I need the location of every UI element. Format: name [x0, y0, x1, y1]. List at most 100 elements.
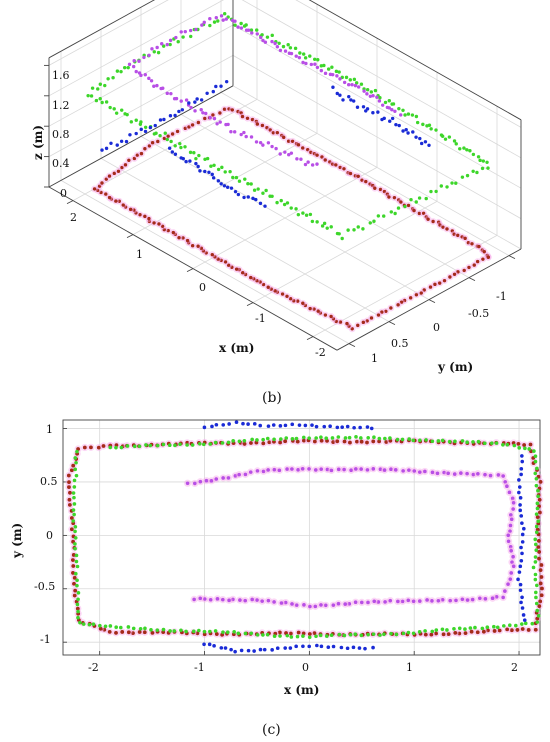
data-point: [207, 170, 211, 175]
data-point: [537, 604, 542, 609]
data-point: [229, 129, 233, 134]
data-point: [452, 139, 457, 143]
data-point: [456, 270, 460, 274]
data-point: [118, 625, 123, 630]
data-point: [270, 648, 274, 652]
data-point: [537, 510, 542, 515]
data-point: [441, 632, 446, 637]
data-point: [279, 198, 283, 203]
data-point: [173, 144, 177, 148]
chart-2d: -2 -1 0 1 2 x (m) 1 0.5 0 -0.5 -1 y (m): [10, 419, 546, 697]
data-point: [354, 81, 359, 85]
chart-2d-grid: [62, 419, 541, 656]
data-point: [249, 275, 253, 280]
data-point: [519, 600, 523, 605]
data-point: [137, 59, 141, 63]
data-point: [399, 300, 404, 304]
data-point: [366, 632, 370, 637]
data-point: [315, 65, 320, 70]
grid-line: [232, 24, 522, 189]
data-point: [271, 423, 276, 427]
x-tick-label: 2: [511, 661, 518, 674]
data-point: [471, 440, 475, 444]
data-point: [100, 148, 104, 152]
data-point: [380, 310, 384, 314]
data-point: [445, 185, 449, 189]
data-point: [335, 91, 339, 96]
series-blue: [100, 79, 229, 152]
data-point: [436, 598, 441, 603]
data-point: [290, 139, 295, 143]
data-point: [319, 64, 323, 68]
data-point: [345, 424, 350, 429]
z-tick-label: 0: [60, 187, 67, 200]
data-point: [216, 257, 220, 261]
data-point: [239, 648, 244, 653]
data-point: [103, 83, 107, 88]
data-point: [486, 255, 491, 259]
data-point: [246, 181, 250, 186]
data-point: [393, 109, 397, 114]
data-point: [480, 626, 485, 631]
panel-label-b: (b): [262, 390, 282, 406]
data-point: [315, 153, 319, 157]
data-point: [231, 439, 235, 443]
data-point: [400, 599, 405, 604]
data-point: [322, 424, 327, 429]
data-point: [519, 467, 524, 471]
data-point: [97, 184, 102, 188]
data-point: [75, 564, 80, 569]
data-point: [152, 221, 156, 225]
data-point: [483, 472, 487, 477]
data-point: [533, 590, 538, 595]
data-point: [132, 58, 136, 63]
data-point: [503, 589, 507, 593]
data-point: [506, 582, 510, 586]
data-point: [104, 100, 109, 104]
grid-line: [60, 180, 350, 344]
data-point: [190, 244, 195, 248]
data-point: [258, 201, 263, 206]
data-point: [352, 99, 356, 103]
data-point: [114, 111, 119, 115]
data-point: [477, 244, 481, 249]
data-point: [280, 292, 285, 296]
data-point: [307, 635, 312, 640]
data-point: [72, 478, 77, 483]
data-point: [292, 299, 296, 303]
tick-mark: [428, 299, 436, 304]
data-point: [439, 184, 444, 188]
data-point: [155, 628, 160, 632]
data-point: [149, 79, 154, 83]
data-point: [485, 160, 489, 164]
data-point: [261, 191, 265, 195]
data-point: [323, 313, 328, 317]
data-point: [359, 600, 364, 605]
data-point: [199, 98, 204, 102]
data-point: [285, 633, 290, 638]
y-tick-label: -1: [40, 633, 51, 646]
data-point: [396, 303, 400, 307]
data-point: [180, 108, 185, 112]
data-point: [334, 69, 339, 74]
data-point: [261, 633, 265, 637]
data-point: [71, 508, 76, 512]
data-point: [122, 65, 127, 70]
data-point: [457, 631, 462, 636]
data-point: [436, 439, 441, 443]
data-point: [148, 125, 153, 130]
data-point: [308, 604, 312, 609]
data-point: [382, 214, 386, 218]
data-point: [255, 633, 260, 637]
data-point: [222, 12, 227, 16]
data-point: [215, 122, 219, 126]
data-point: [296, 630, 301, 635]
data-point: [414, 114, 419, 119]
x-tick-label: -1: [194, 661, 205, 674]
data-point: [71, 564, 76, 568]
data-point: [283, 150, 287, 154]
data-point: [225, 630, 230, 635]
data-point: [535, 466, 539, 471]
data-point: [393, 468, 398, 472]
data-point: [528, 442, 533, 447]
